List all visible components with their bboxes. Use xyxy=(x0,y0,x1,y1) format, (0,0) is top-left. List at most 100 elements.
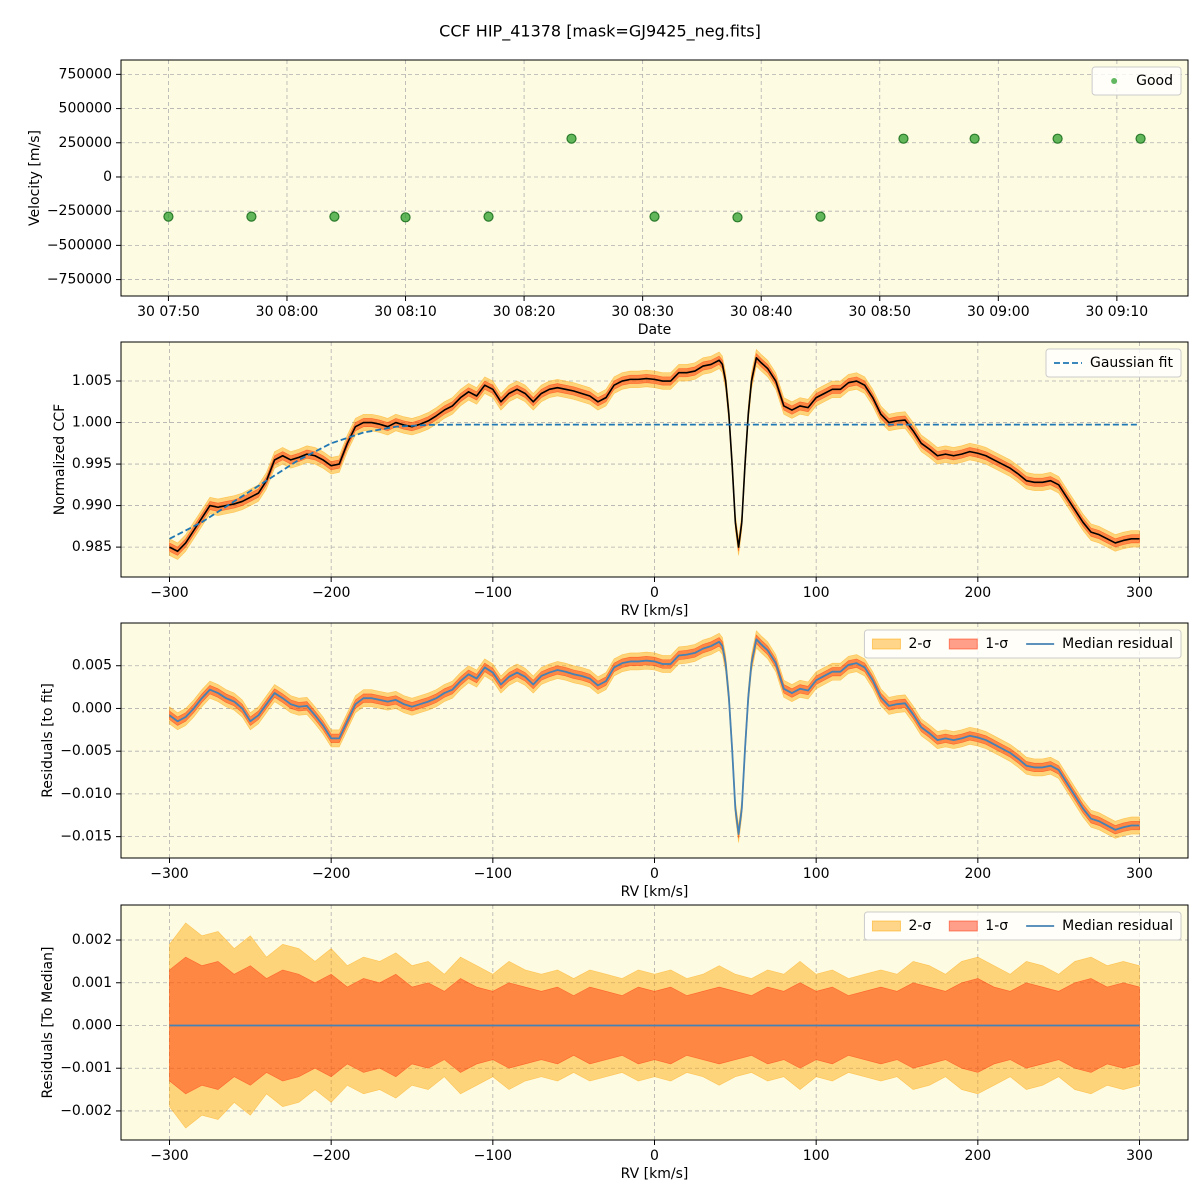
y-axis-label: Normalized CCF xyxy=(52,404,68,515)
subplot: −300 −200 −100 0 100 200 300 0.985 0.990 0.995 1.0… xyxy=(52,341,1189,619)
axes-frame xyxy=(120,622,1189,859)
figure-title: CCF HIP_41378 [mask=GJ9425_neg.fits] xyxy=(439,22,761,42)
y-tick-label: 0.995 xyxy=(72,456,112,472)
point xyxy=(649,211,660,222)
y-tick-label: −0.002 xyxy=(60,1103,112,1119)
legend-frame xyxy=(863,911,1182,941)
legend-label: Gaussian fit xyxy=(1090,355,1173,371)
legend-label: 2-σ xyxy=(908,636,931,652)
legend-label: Median residual xyxy=(1062,636,1173,652)
y-tick-label: 0.985 xyxy=(72,539,112,555)
plot-area xyxy=(168,630,1140,843)
y-tick-label: 0.002 xyxy=(72,932,112,948)
subplot: −300 −200 −100 0 100 200 300 0.005 0.000 −0.005 −0… xyxy=(40,622,1189,900)
legend-label: 1-σ xyxy=(985,636,1008,652)
x-tick-label: 300 xyxy=(1126,866,1153,882)
point xyxy=(815,211,826,222)
legend: Gaussian fit xyxy=(1045,348,1182,378)
point xyxy=(246,211,257,222)
point xyxy=(483,211,494,222)
x-tick-label: −300 xyxy=(150,866,188,882)
band xyxy=(169,630,1140,843)
x-tick-label: −200 xyxy=(312,1148,350,1164)
x-tick-label: 300 xyxy=(1126,585,1153,601)
y-tick-label: 0.000 xyxy=(72,700,112,716)
x-tick-label: 0 xyxy=(650,585,659,601)
y-tick-label: 250000 xyxy=(59,135,112,151)
x-tick-label: −200 xyxy=(312,866,350,882)
y-tick-label: −0.015 xyxy=(60,829,112,845)
y-axis-label: Residuals [to fit] xyxy=(40,683,56,798)
y-tick-label: 0 xyxy=(103,169,112,185)
x-tick-label: 30 09:10 xyxy=(1086,304,1149,320)
x-tick-label: −100 xyxy=(474,1148,512,1164)
subplot: 30 07:50 30 08:00 30 08:10 30 08:20 30 08:30… xyxy=(27,59,1189,338)
x-tick-label: 100 xyxy=(803,1148,830,1164)
axes-frame xyxy=(120,341,1189,578)
y-axis-label: Residuals [To Median] xyxy=(40,947,56,1099)
point xyxy=(163,211,174,222)
y-tick-label: −0.010 xyxy=(60,786,112,802)
y-tick-label: 0.990 xyxy=(72,498,112,514)
y-axis-label: Velocity [m/s] xyxy=(27,130,43,226)
point xyxy=(566,133,577,144)
axes-background xyxy=(121,60,1188,296)
y-tick-label: 1.000 xyxy=(72,415,112,431)
x-tick-label: 300 xyxy=(1126,1148,1153,1164)
series-line xyxy=(169,423,1140,540)
x-axis-label: RV [km/s] xyxy=(621,884,689,900)
point xyxy=(1052,133,1063,144)
plot-area xyxy=(169,348,1140,560)
y-tick-label: 500000 xyxy=(59,101,112,117)
x-tick-label: 30 08:30 xyxy=(611,304,674,320)
legend-frame xyxy=(1091,66,1182,96)
y-tick-label: 0.001 xyxy=(72,975,112,991)
x-tick-label: 200 xyxy=(964,866,991,882)
y-tick-label: −750000 xyxy=(47,272,112,288)
legend-label: Good xyxy=(1136,73,1173,89)
plot-area xyxy=(169,922,1140,1129)
x-tick-label: 30 09:00 xyxy=(967,304,1030,320)
point xyxy=(969,133,980,144)
legend-swatch xyxy=(871,920,901,932)
point xyxy=(329,211,340,222)
legend: Good xyxy=(1091,66,1182,96)
legend-frame xyxy=(1045,348,1182,378)
point xyxy=(898,133,909,144)
legend: 2-σ 1-σ Median residual xyxy=(863,629,1182,659)
y-tick-label: 0.005 xyxy=(72,658,112,674)
x-tick-label: 0 xyxy=(650,866,659,882)
x-axis-label: RV [km/s] xyxy=(621,603,689,619)
legend-swatch xyxy=(948,920,978,932)
legend-label: 1-σ xyxy=(985,918,1008,934)
axes-frame xyxy=(120,59,1189,297)
point xyxy=(1135,133,1146,144)
legend-swatch xyxy=(948,638,978,650)
series-line xyxy=(169,356,1140,553)
y-tick-label: −250000 xyxy=(47,203,112,219)
y-tick-label: 0.000 xyxy=(72,1017,112,1033)
x-tick-label: 30 08:40 xyxy=(730,304,793,320)
series-line xyxy=(168,638,1140,835)
y-tick-label: −0.001 xyxy=(60,1060,112,1076)
x-tick-label: −300 xyxy=(150,1148,188,1164)
point xyxy=(400,212,411,223)
x-tick-label: 30 08:20 xyxy=(493,304,556,320)
x-tick-label: 0 xyxy=(650,1148,659,1164)
legend-label: 2-σ xyxy=(908,918,931,934)
subplot: −300 −200 −100 0 100 200 300 0.002 0.001 0.000 −0.… xyxy=(40,904,1189,1182)
legend-swatch xyxy=(1111,78,1118,84)
legend-frame xyxy=(863,629,1182,659)
x-tick-label: 30 08:10 xyxy=(374,304,437,320)
x-tick-label: −200 xyxy=(312,585,350,601)
axes-frame xyxy=(120,904,1189,1141)
y-tick-label: 750000 xyxy=(59,66,112,82)
x-tick-label: −300 xyxy=(150,585,188,601)
y-tick-label: −0.005 xyxy=(60,743,112,759)
legend-swatch xyxy=(871,638,901,650)
x-tick-label: 200 xyxy=(964,1148,991,1164)
axes-background xyxy=(121,905,1188,1140)
y-tick-label: 1.005 xyxy=(72,373,112,389)
